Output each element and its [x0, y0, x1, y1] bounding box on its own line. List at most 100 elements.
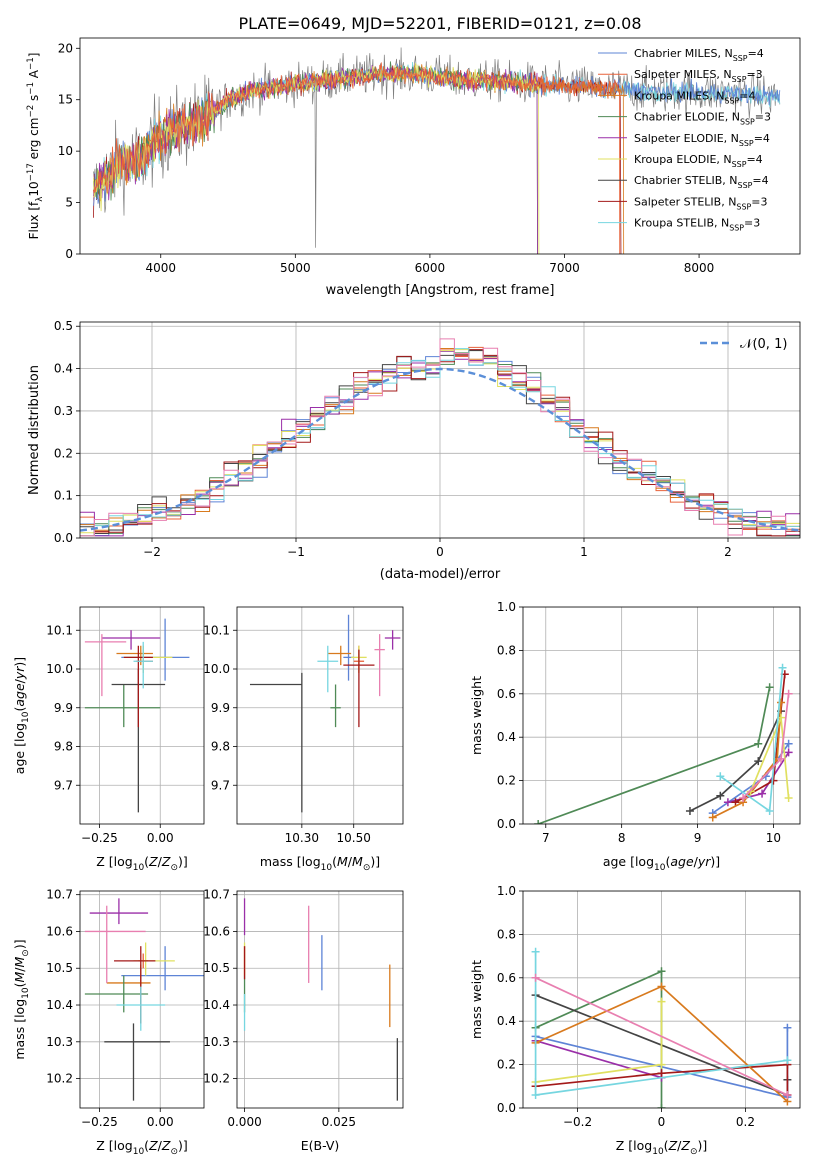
data-point	[769, 776, 778, 785]
data-point	[657, 1069, 666, 1078]
tick-label-x: 1	[580, 545, 588, 559]
data-point	[716, 772, 725, 781]
tick-label-y: 0.5	[54, 319, 73, 333]
data-point	[765, 683, 774, 692]
plot-area	[80, 891, 204, 1108]
errorbar-point	[133, 942, 175, 976]
errorbar-point	[89, 898, 149, 925]
series-line	[535, 969, 663, 1108]
tick-label-y: 9.9	[54, 701, 73, 715]
tick-label-x: −1	[287, 545, 305, 559]
errorbar-point	[384, 630, 401, 650]
data-point	[723, 798, 732, 807]
tick-label-x: −2	[143, 545, 161, 559]
tick-label-y: 0.0	[497, 817, 516, 831]
data-point	[765, 806, 774, 815]
tick-label-y: 1.0	[497, 600, 516, 614]
errorbar-point	[343, 649, 375, 728]
tick-label-y: 10.5	[46, 961, 73, 975]
model-spectrum	[93, 62, 540, 254]
plot-area	[80, 322, 800, 538]
data-point	[731, 798, 740, 807]
tick-label-y: 10.0	[46, 662, 73, 676]
tick-label-y: 9.8	[54, 740, 73, 754]
tick-label-y: 20	[58, 41, 73, 55]
errorbar-point	[330, 684, 341, 728]
legend-entry: Kroupa ELODIE, NSSP=4	[634, 153, 763, 169]
series-line	[689, 710, 782, 812]
tick-label-x: −0.25	[81, 1115, 118, 1129]
data-point	[784, 689, 793, 698]
axes-frame	[522, 606, 801, 825]
tick-label-y: 0.1	[54, 489, 73, 503]
model-spectrum	[93, 62, 621, 254]
figure-title: PLATE=0649, MJD=52201, FIBERID=0121, z=0…	[238, 14, 641, 33]
data-point	[657, 967, 666, 976]
data-point	[534, 820, 543, 824]
tick-label-y: 0.2	[54, 446, 73, 460]
data-point	[754, 739, 763, 748]
series-line	[535, 977, 788, 1096]
errorbar-point	[133, 641, 153, 689]
tick-label-y: 10.6	[46, 924, 73, 938]
tick-label-y: 0.6	[497, 971, 516, 985]
plot-area	[80, 607, 204, 824]
tick-label-x: 4000	[145, 261, 176, 275]
errorbar-point	[84, 634, 127, 697]
tick-label-x: 0.2	[736, 1115, 755, 1129]
data-point	[784, 793, 793, 802]
tick-label-y: 0.0	[497, 1101, 516, 1115]
tick-label-y: 9.7	[211, 778, 230, 792]
data-point	[657, 982, 666, 991]
tick-label-y: 1.0	[497, 884, 516, 898]
tick-label-x: 0	[436, 545, 444, 559]
tick-label-y: 10.0	[203, 662, 230, 676]
legend-entry: Salpeter ELODIE, NSSP=4	[634, 132, 770, 148]
errorbar-point	[114, 946, 156, 1024]
axes-mass-vs-EBV: 0.000 0.025 10.2 10.3 10.4 10.5 10.6 10.7 E(B-V)	[203, 888, 404, 1153]
tick-label-y: 10.7	[203, 888, 230, 902]
errorbar-point	[84, 905, 146, 983]
tick-label-x: 2	[724, 545, 732, 559]
tick-label-y: 10.3	[203, 1035, 230, 1049]
legend-entry: Kroupa MILES, NSSP=4	[634, 89, 755, 105]
data-point	[784, 739, 793, 748]
data-point	[783, 1023, 792, 1032]
data-point	[777, 698, 786, 707]
tick-label-x: 0.000	[227, 1115, 261, 1129]
tick-label-y: 0.8	[497, 927, 516, 941]
tick-label-y: 10.7	[46, 888, 73, 902]
tick-label-x: 6000	[415, 261, 446, 275]
tick-label-x: −0.25	[81, 831, 118, 845]
errorbar-point	[116, 986, 166, 1031]
tick-label-y: 10.5	[203, 961, 230, 975]
plot-area	[237, 891, 403, 1108]
axes-frame	[522, 890, 801, 1109]
y-axis-label: Flux [fλ10−17 erg cm−2 s−1 A−1]	[26, 53, 45, 240]
errorbar-point	[317, 645, 339, 693]
y-axis-label: mass weight	[469, 960, 484, 1039]
tick-label-x: −0.2	[563, 1115, 592, 1129]
normal-curve	[80, 367, 800, 532]
tick-label-x: 0	[658, 1115, 666, 1129]
tick-label-y: 0.0	[54, 531, 73, 545]
x-axis-label: (data-model)/error	[380, 567, 501, 582]
data-point	[657, 1060, 666, 1069]
axes-mass-vs-Z: −0.25 0.00 10.2 10.3 10.4 10.5 10.6 10.7 Z [log1…	[12, 888, 205, 1157]
axes-spectrum: 4000 5000 6000 7000 8000 0 5 10 15 20 wavelength […	[26, 37, 801, 298]
axes-mass-weight-vs-Z: −0.2 0 0.2 0.0 0.2 0.4 0.6 0.8 1.0 Z [log10(Z/Z⊙)…	[469, 884, 801, 1157]
tick-label-y: 0.4	[497, 730, 516, 744]
plot-area	[237, 607, 403, 824]
tick-label-y: 5	[65, 196, 73, 210]
tick-label-y: 0.4	[497, 1014, 516, 1028]
tick-label-y: 0.3	[54, 404, 73, 418]
tick-label-y: 0.4	[54, 362, 73, 376]
plot-area	[523, 607, 800, 824]
data-point	[657, 997, 666, 1006]
tick-label-x: 7	[542, 831, 550, 845]
tick-label-y: 10	[58, 144, 73, 158]
errorbar-point	[84, 975, 149, 1013]
errorbar-point	[249, 672, 303, 813]
series-line	[535, 1039, 663, 1079]
